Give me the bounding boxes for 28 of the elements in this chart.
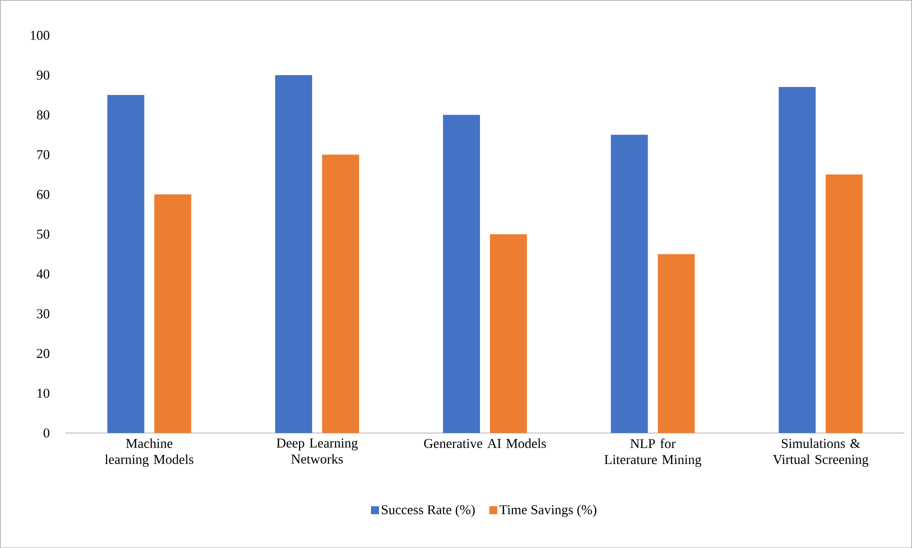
x-tick-label: Machine learning Models xyxy=(104,438,194,467)
bar xyxy=(826,174,863,433)
bar xyxy=(275,74,312,433)
x-tick-label: Simulations & Virtual Screening xyxy=(772,438,868,467)
y-tick-label: 40 xyxy=(36,269,50,278)
legend-label: Success Rate (%) xyxy=(382,504,475,517)
x-tick-label: NLP for Literature Mining xyxy=(604,438,702,467)
x-tick-label: Generative AI Models xyxy=(424,438,546,448)
bar xyxy=(107,94,144,433)
bar xyxy=(658,254,695,433)
y-tick-label: 20 xyxy=(36,348,50,358)
bar xyxy=(443,114,480,433)
bar xyxy=(610,134,648,433)
x-tick-label: Deep Learning Networks xyxy=(276,438,358,464)
y-tick-label: 70 xyxy=(37,150,50,160)
y-tick-label: 50 xyxy=(37,229,50,239)
y-tick-label: 100 xyxy=(30,30,50,40)
y-tick-label: 0 xyxy=(44,428,50,438)
bar xyxy=(154,194,192,433)
bar xyxy=(490,234,527,433)
bar xyxy=(778,86,816,433)
bar xyxy=(322,154,360,433)
legend-label: Time Savings (%) xyxy=(500,504,596,517)
y-tick-label: 60 xyxy=(36,190,50,199)
y-tick-label: 90 xyxy=(36,70,50,80)
y-tick-label: 10 xyxy=(38,388,50,398)
y-tick-label: 30 xyxy=(36,309,50,318)
y-tick-label: 80 xyxy=(36,110,50,120)
